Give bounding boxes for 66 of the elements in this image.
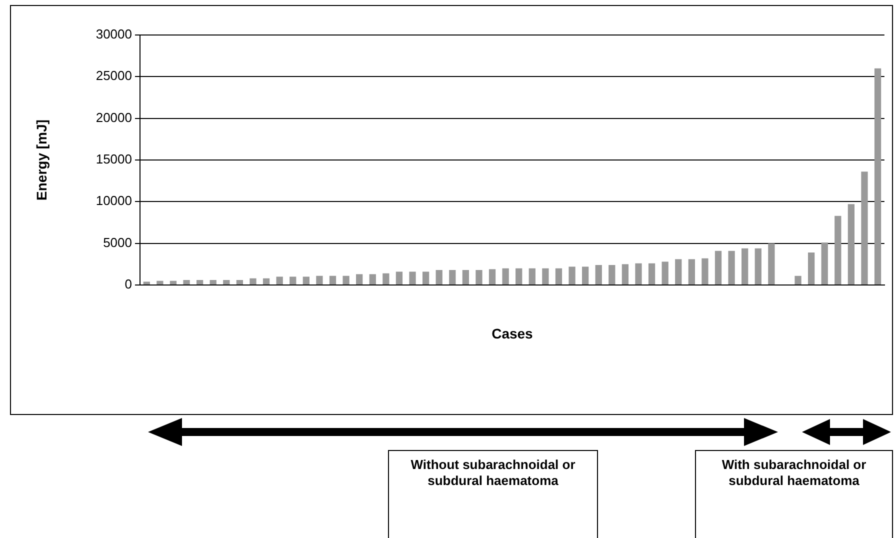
bar [821, 242, 828, 284]
bar [436, 270, 442, 284]
bar [382, 273, 390, 284]
bar [808, 252, 815, 284]
bar [488, 269, 496, 284]
bar [635, 263, 642, 284]
bar [250, 278, 256, 284]
bar [262, 278, 270, 284]
bar [728, 250, 735, 284]
y-tick-label: 0 [124, 276, 132, 292]
bar [662, 262, 668, 284]
bar [622, 264, 629, 284]
bar [542, 268, 549, 284]
bar [329, 276, 336, 284]
y-tick-label: 5000 [103, 234, 132, 250]
bar [236, 280, 244, 284]
bar [276, 276, 283, 284]
bar [143, 282, 150, 284]
bar [422, 272, 430, 284]
bar [170, 280, 177, 284]
bar [369, 274, 376, 284]
y-tick-label: 20000 [96, 110, 132, 125]
bar [316, 276, 323, 284]
y-tick-label: 10000 [96, 193, 132, 208]
bar [742, 248, 748, 284]
bar [342, 276, 350, 284]
bar [290, 276, 296, 284]
bar [210, 280, 216, 284]
bar [502, 268, 509, 284]
bar [608, 265, 616, 284]
bar [476, 270, 482, 284]
bar [449, 270, 456, 284]
bar [516, 268, 522, 284]
y-tick-label: 15000 [96, 152, 132, 167]
text: With subarachnoidal or subdural haematoma [695, 450, 893, 538]
y-axis-title: Energy [mJ] [33, 120, 50, 200]
bar [848, 204, 855, 284]
bar [754, 248, 762, 284]
bar [794, 276, 802, 284]
bar [595, 265, 602, 284]
bar [702, 258, 708, 284]
x-axis-title: Cases [492, 325, 534, 342]
bar [555, 268, 562, 284]
bar [768, 243, 775, 284]
text: Without subarachnoidal or subdural haematoma [388, 450, 598, 538]
bar [183, 280, 190, 284]
bar [582, 266, 589, 284]
bar [302, 276, 310, 284]
bar [528, 268, 536, 284]
bar [462, 270, 470, 284]
bar [156, 280, 164, 284]
y-tick-label: 30000 [96, 26, 132, 42]
bar [409, 272, 416, 284]
bar [223, 280, 230, 284]
bar [196, 280, 204, 284]
bar [568, 266, 576, 284]
bar [356, 274, 363, 284]
bar [874, 68, 882, 284]
bar [396, 272, 403, 284]
bar [675, 259, 682, 284]
bar [688, 259, 695, 284]
bar [861, 172, 868, 284]
y-tick-label: 25000 [96, 68, 132, 84]
bar [714, 250, 722, 284]
bar [648, 263, 656, 284]
bar [834, 216, 842, 284]
